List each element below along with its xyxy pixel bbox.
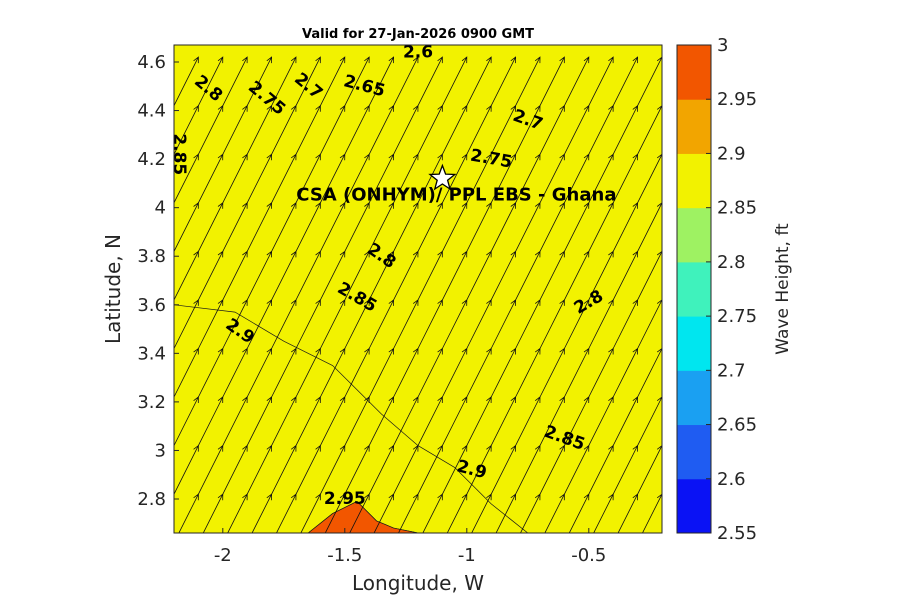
x-tick-label-0: -2 bbox=[214, 545, 232, 566]
colorbar-swatch-4 bbox=[677, 261, 711, 317]
colorbar-tick-label-8: 2.95 bbox=[717, 89, 757, 110]
colorbar-swatch-3 bbox=[677, 316, 711, 371]
wave-arrow-159 bbox=[539, 56, 565, 106]
colorbar-swatch-0 bbox=[677, 478, 711, 534]
y-tick-label-6: 4 bbox=[155, 198, 166, 219]
colorbar-frame bbox=[676, 44, 712, 534]
x-tick-label-1: -1.5 bbox=[327, 545, 362, 566]
wave-arrow-149 bbox=[515, 56, 541, 106]
x-axis-label: Longitude, W bbox=[352, 571, 484, 595]
wave-arrow-19 bbox=[198, 56, 224, 106]
wave-arrow-79 bbox=[344, 56, 370, 106]
wave-arrow-139 bbox=[490, 56, 517, 106]
contour-label-5: 2.85 bbox=[169, 133, 189, 175]
colorbar-swatch-6 bbox=[677, 153, 711, 209]
colorbar-tick-label-0: 2.55 bbox=[717, 523, 757, 544]
y-tick-label-9: 4.6 bbox=[137, 52, 166, 73]
y-tick-label-0: 2.8 bbox=[137, 489, 166, 510]
y-tick-label-8: 4.4 bbox=[137, 101, 166, 122]
colorbar-tick-label-3: 2.7 bbox=[717, 360, 746, 381]
wave-arrow-89 bbox=[368, 56, 395, 106]
plot-frame bbox=[173, 44, 663, 534]
wave-arrow-99 bbox=[393, 56, 419, 106]
y-tick-label-1: 3 bbox=[155, 440, 166, 461]
y-tick-label-3: 3.4 bbox=[137, 343, 166, 364]
colorbar-tick-label-1: 2.6 bbox=[717, 469, 746, 490]
wave-direction-arrows bbox=[174, 56, 662, 533]
colorbar-tick-label-9: 3 bbox=[717, 35, 728, 56]
contour-band-8 bbox=[307, 500, 419, 533]
wave-arrow-9 bbox=[174, 56, 199, 106]
colorbar-swatch-2 bbox=[677, 370, 711, 426]
site-label: CSA (ONHYM)/ PPL EBS - Ghana bbox=[296, 185, 616, 206]
colorbar-tick-label-4: 2.75 bbox=[717, 306, 757, 327]
wave-arrow-59 bbox=[295, 56, 321, 106]
site-star-marker bbox=[428, 163, 457, 191]
wave-arrow-49 bbox=[271, 56, 297, 106]
x-axis-ticks: -2 -1.5 -1 -0.5 bbox=[214, 528, 606, 566]
wave-arrow-39 bbox=[246, 56, 273, 106]
y-tick-label-5: 3.8 bbox=[137, 246, 166, 267]
colorbar-swatch-5 bbox=[677, 207, 711, 263]
y-tick-label-4: 3.6 bbox=[137, 295, 166, 316]
colorbar: 2.55 2.6 2.65 2.7 2.75 2.8 2.85 2.9 2.95 3 bbox=[676, 35, 757, 544]
site-marker-group: CSA (ONHYM)/ PPL EBS - Ghana bbox=[296, 163, 616, 206]
colorbar-tick-label-2: 2.65 bbox=[717, 415, 757, 436]
wave-arrow-109 bbox=[417, 56, 443, 106]
colorbar-tick-label-7: 2.9 bbox=[717, 143, 746, 164]
contour-label-0: 2.6 bbox=[403, 42, 433, 62]
wave-arrow-179 bbox=[588, 56, 614, 106]
y-axis-label: Latitude, N bbox=[101, 234, 125, 344]
y-tick-label-7: 4.2 bbox=[137, 149, 166, 170]
x-tick-label-2: -1 bbox=[458, 545, 476, 566]
wave-arrow-169 bbox=[564, 56, 590, 106]
colorbar-swatch-7 bbox=[677, 99, 711, 154]
contour-label-14: 2.95 bbox=[324, 489, 366, 509]
colorbar-swatch-1 bbox=[677, 424, 711, 480]
colorbar-label: Wave Height, ft bbox=[773, 223, 793, 355]
wave-arrow-189 bbox=[612, 56, 639, 106]
wave-arrow-129 bbox=[466, 56, 492, 106]
x-tick-label-3: -0.5 bbox=[571, 545, 606, 566]
wave-arrow-29 bbox=[222, 56, 248, 106]
y-axis-ticks: 2.8 3 3.2 3.4 3.6 3.8 4 4.2 4.4 4.6 bbox=[137, 52, 179, 510]
colorbar-swatch-8 bbox=[677, 45, 711, 100]
colorbar-tick-label-5: 2.8 bbox=[717, 252, 746, 273]
colorbar-tick-label-6: 2.85 bbox=[717, 198, 757, 219]
y-tick-label-2: 3.2 bbox=[137, 392, 166, 413]
wave-arrow-69 bbox=[320, 56, 346, 106]
chart-title: Valid for 27-Jan-2026 0900 GMT bbox=[302, 27, 534, 42]
wave-arrow-119 bbox=[442, 56, 468, 106]
